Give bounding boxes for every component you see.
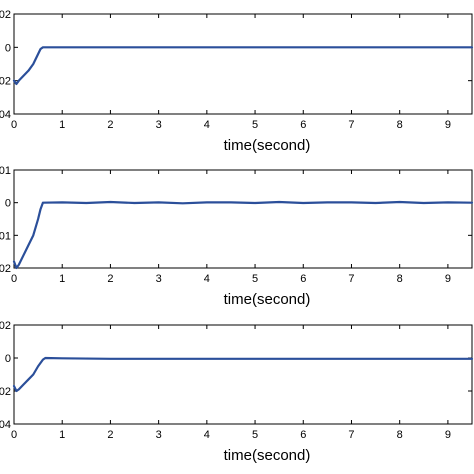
x-tick-label: 8 [397,273,403,285]
y-tick-label: .02 [0,76,11,88]
x-tick-label: 5 [252,273,258,285]
x-tick-label: 3 [156,273,162,285]
x-tick-label: 8 [397,119,403,131]
x-tick-label: 1 [59,429,65,441]
chart-panel-1: 0 1 2 3 4 5 6 7 8 9 .02 0 .02 .04 time(second) [0,9,474,154]
x-tick-label: 0 [11,119,17,131]
plot-frame [13,169,473,269]
x-tick-label: 9 [445,119,451,131]
y-tick-label: 02 [0,320,11,332]
x-tick-label: 9 [445,273,451,285]
x-axis-title: time(second) [224,137,311,154]
x-tick-label: 8 [397,429,403,441]
y-tick-label: .04 [0,109,11,121]
y-tick-label: 02 [0,263,11,275]
y-tick-label: 0 [5,42,11,54]
chart-panel-3: 0 1 2 3 4 5 6 7 8 9 02 0 02 04 time(second) [0,320,474,464]
x-tick-label: 1 [59,119,65,131]
x-tick-label: 6 [300,273,306,285]
x-tick-label: 0 [11,273,17,285]
y-tick-label: 02 [0,386,11,398]
y-tick-label: 0 [5,198,11,210]
x-tick-label: 5 [252,119,258,131]
x-tick-label: 4 [204,429,210,441]
y-tick-label: 0 [5,353,11,365]
series-line-1 [12,200,474,270]
x-tick-label: 4 [204,273,210,285]
x-tick-label: 6 [300,429,306,441]
x-tick-label: 5 [252,429,258,441]
y-tick-label: 04 [0,419,11,431]
series-line-1 [12,46,474,86]
x-axis-title: time(second) [224,447,311,464]
x-tick-label: 9 [445,429,451,441]
x-tick-label: 1 [59,273,65,285]
x-axis-title: time(second) [224,291,311,308]
x-tick-label: 7 [348,273,354,285]
x-tick-label: 6 [300,119,306,131]
x-tick-label: 7 [348,429,354,441]
x-tick-label: 7 [348,119,354,131]
plot-frame [13,324,473,425]
x-tick-label: 2 [107,119,113,131]
x-tick-label: 3 [156,119,162,131]
x-tick-label: 3 [156,429,162,441]
plot-frame [13,13,473,115]
x-tick-label: 2 [107,273,113,285]
y-tick-label: 01 [0,230,11,242]
series-line-1 [12,356,474,393]
x-tick-label: 4 [204,119,210,131]
y-tick-label: .02 [0,9,11,21]
x-tick-label: 0 [11,429,17,441]
x-tick-label: 2 [107,429,113,441]
y-tick-label: 01 [0,165,11,177]
